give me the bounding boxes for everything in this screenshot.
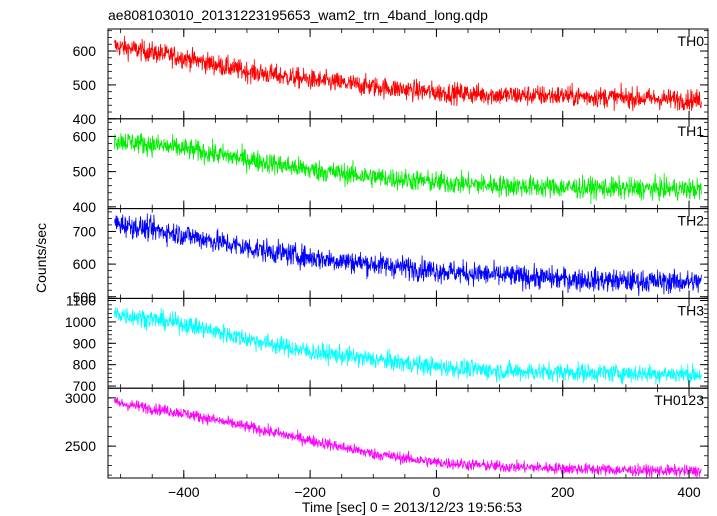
series-th0123 [113, 397, 702, 479]
series-th1 [113, 133, 702, 205]
y-tick-label: 2500 [65, 438, 96, 454]
y-tick-label: 400 [73, 199, 97, 215]
x-tick-label: −400 [168, 484, 200, 500]
y-tick-label: 600 [73, 128, 97, 144]
chart-title: ae808103010_20131223195653_wam2_trn_4ban… [108, 7, 488, 23]
panel-label: TH0123 [654, 392, 704, 408]
panels: 400 500 600 TH0 400 500 600 TH1 500 600 700 TH2 700 8… [65, 28, 709, 479]
y-tick-label: 600 [73, 256, 97, 272]
series-th2 [114, 213, 702, 297]
y-tick-label: 700 [73, 378, 97, 394]
y-tick-label: 500 [73, 289, 97, 305]
y-tick-label: 400 [73, 111, 97, 127]
panel-th3: 700 800 900 1000 1100 TH3 [65, 293, 709, 394]
panel-frame [107, 118, 709, 210]
x-tick-label: 400 [677, 484, 701, 500]
x-tick-label: 200 [551, 484, 575, 500]
y-tick-label: 900 [73, 335, 97, 351]
panel-label: TH3 [678, 302, 705, 318]
y-tick-label: 700 [73, 223, 97, 239]
x-axis: −400 −200 0 200 400 [168, 484, 701, 500]
y-tick-label: 1100 [66, 293, 96, 309]
y-axis-label: Counts/sec [33, 223, 49, 293]
panel-th0123: 2500 3000 TH0123 [65, 387, 709, 479]
panel-label: TH2 [678, 213, 705, 229]
y-tick-label: 1000 [65, 314, 96, 330]
x-axis-label: Time [sec] 0 = 2013/12/23 19:56:53 [302, 499, 522, 515]
panel-th2: 500 600 700 TH2 [73, 208, 709, 305]
series-th0 [113, 35, 702, 112]
series-th3 [113, 307, 702, 386]
y-tick-label: 500 [73, 164, 97, 180]
y-tick-label: 800 [73, 357, 97, 373]
panel-th1: 400 500 600 TH1 [73, 118, 709, 215]
panel-label: TH1 [678, 123, 705, 139]
x-tick-label: −200 [294, 484, 326, 500]
panel-frame [107, 387, 709, 479]
panel-label: TH0 [678, 33, 705, 49]
y-tick-label: 3000 [65, 390, 96, 406]
x-tick-label: 0 [433, 484, 441, 500]
panel-frame [107, 28, 709, 120]
y-tick-label: 500 [73, 77, 97, 93]
y-tick-label: 600 [73, 43, 97, 59]
panel-th0: 400 500 600 TH0 [73, 28, 709, 127]
